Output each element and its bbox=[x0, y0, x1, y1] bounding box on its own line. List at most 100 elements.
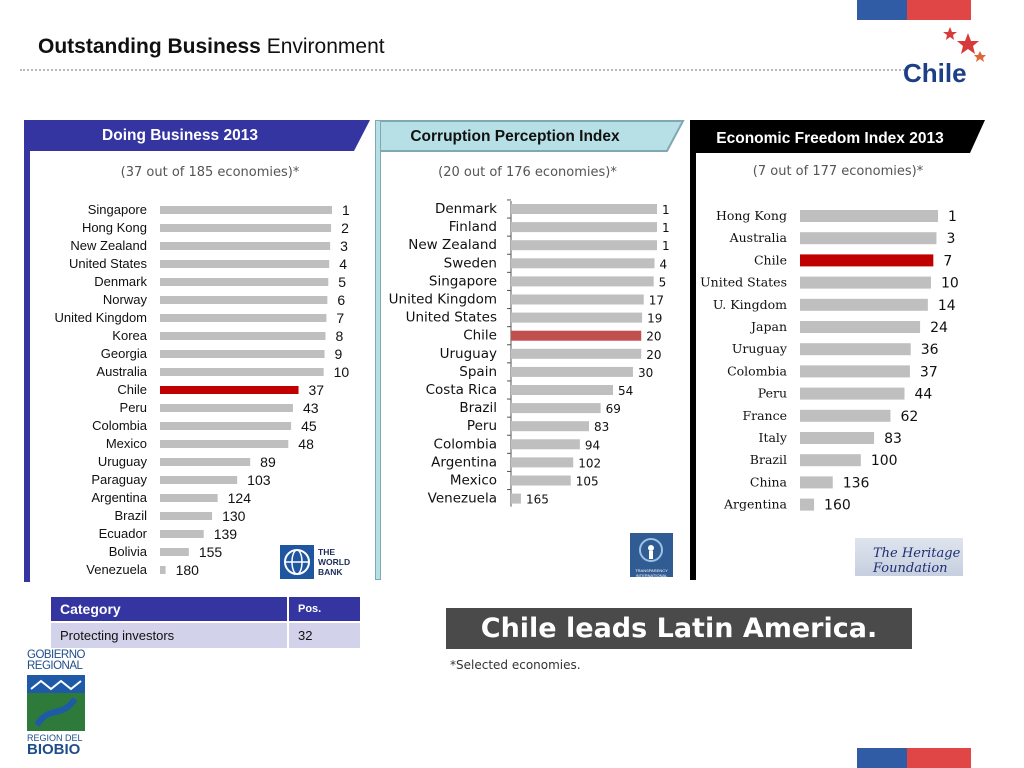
bar bbox=[160, 332, 326, 340]
bar bbox=[160, 224, 332, 232]
value-label: 165 bbox=[526, 493, 549, 507]
bar bbox=[160, 476, 238, 484]
value-label: 2 bbox=[341, 220, 349, 236]
table-header-pos: Pos. bbox=[287, 595, 362, 623]
value-label: 45 bbox=[301, 418, 317, 434]
bar bbox=[511, 403, 601, 414]
category-label: Sweden bbox=[444, 255, 497, 271]
efi-title: Economic Freedom Index 2013 bbox=[716, 130, 944, 147]
ti-emblem-icon bbox=[639, 538, 663, 562]
category-label: Peru bbox=[120, 400, 147, 415]
category-label: Korea bbox=[112, 328, 147, 343]
value-label: 83 bbox=[594, 420, 609, 434]
value-label: 4 bbox=[660, 257, 668, 271]
heritage-text: The Heritage Foundation bbox=[873, 546, 961, 576]
bar bbox=[160, 422, 292, 430]
table-cell-pos: 32 bbox=[287, 621, 362, 650]
page-title: Outstanding Business Environment bbox=[38, 35, 385, 59]
value-label: 5 bbox=[338, 274, 346, 290]
category-label: Chile bbox=[754, 252, 787, 267]
chile-logo: Chile bbox=[900, 25, 990, 90]
value-label: 10 bbox=[334, 364, 350, 380]
category-label: Argentina bbox=[431, 454, 497, 470]
category-label: Hong Kong bbox=[82, 220, 147, 235]
doing-business-title: Doing Business 2013 bbox=[102, 127, 258, 144]
bar bbox=[800, 276, 931, 289]
category-label: Hong Kong bbox=[716, 208, 787, 223]
value-label: 30 bbox=[638, 366, 653, 380]
value-label: 24 bbox=[930, 320, 948, 336]
value-label: 4 bbox=[339, 256, 347, 272]
bar bbox=[511, 222, 657, 233]
footnote-rest: economies. bbox=[508, 658, 581, 672]
logo-line3: REGION DEL bbox=[27, 733, 83, 743]
ti-line2: INTERNATIONAL bbox=[635, 573, 668, 578]
heritage-foundation-logo: The Heritage Foundation bbox=[855, 538, 963, 576]
category-label: Japan bbox=[749, 319, 787, 334]
bar-highlight bbox=[800, 254, 934, 267]
category-label: Colombia bbox=[92, 418, 148, 433]
stars-icon bbox=[943, 27, 986, 62]
bar bbox=[800, 343, 911, 356]
bar bbox=[800, 476, 833, 489]
value-label: 37 bbox=[309, 382, 325, 398]
world-bank-line3: BANK bbox=[318, 567, 343, 577]
bar bbox=[160, 260, 330, 268]
category-label: Denmark bbox=[435, 201, 497, 217]
value-label: 8 bbox=[335, 328, 343, 344]
value-label: 3 bbox=[340, 238, 348, 254]
bar bbox=[511, 385, 614, 395]
bar bbox=[511, 276, 654, 287]
category-label: Australia bbox=[96, 364, 147, 379]
category-label: France bbox=[742, 408, 787, 423]
efi-panel-frame bbox=[690, 120, 985, 580]
bar bbox=[800, 321, 921, 333]
doing-business-panel-frame bbox=[24, 120, 370, 582]
globe-icon bbox=[280, 545, 314, 579]
bar bbox=[160, 530, 204, 538]
category-label: Uruguay bbox=[732, 341, 788, 356]
ti-line1: TRANSPARENCY bbox=[635, 568, 668, 573]
value-label: 44 bbox=[914, 387, 932, 403]
category-label: Venezuela bbox=[86, 562, 147, 577]
category-label: Peru bbox=[467, 418, 497, 434]
cpi-panel-frame bbox=[375, 120, 685, 580]
value-label: 19 bbox=[647, 312, 662, 326]
value-label: 1 bbox=[662, 239, 670, 253]
bar bbox=[160, 404, 293, 412]
value-label: 1 bbox=[342, 202, 350, 218]
value-label: 69 bbox=[606, 402, 621, 416]
bar bbox=[800, 210, 938, 222]
logo-line4: BIOBIO bbox=[27, 741, 81, 758]
value-label: 48 bbox=[298, 436, 314, 452]
bar bbox=[160, 296, 328, 304]
category-label: Spain bbox=[459, 364, 497, 380]
bar-highlight bbox=[511, 330, 642, 341]
category-label: United States bbox=[700, 275, 787, 290]
category-label: Brazil bbox=[750, 452, 787, 467]
bar bbox=[160, 458, 251, 466]
headline-banner: Chile leads Latin America. bbox=[446, 608, 912, 649]
category-label: Australia bbox=[729, 230, 788, 245]
logo-line1: GOBIERNO bbox=[27, 649, 85, 661]
value-label: 1 bbox=[662, 203, 670, 217]
bar bbox=[800, 298, 928, 311]
value-label: 62 bbox=[900, 409, 918, 425]
transparency-international-logo: TRANSPARENCY INTERNATIONAL bbox=[630, 533, 673, 578]
bar bbox=[511, 240, 657, 251]
cpi-title: Corruption Perception Index bbox=[410, 128, 620, 145]
value-label: 105 bbox=[576, 475, 599, 489]
table-row: Protecting investors 32 bbox=[49, 621, 362, 650]
table-header-row: Category Pos. bbox=[49, 595, 362, 623]
value-label: 100 bbox=[871, 453, 898, 469]
category-label: U. Kingdom bbox=[713, 297, 787, 312]
chile-logo-text: Chile bbox=[903, 58, 967, 88]
value-label: 103 bbox=[247, 472, 271, 488]
category-label: Uruguay bbox=[98, 454, 148, 469]
category-label: United Kingdom bbox=[55, 310, 148, 325]
footnote-prefix: *Selected bbox=[450, 658, 509, 672]
value-label: 5 bbox=[659, 275, 667, 289]
title-divider bbox=[20, 69, 905, 71]
bar bbox=[800, 232, 937, 245]
value-label: 124 bbox=[228, 490, 252, 506]
